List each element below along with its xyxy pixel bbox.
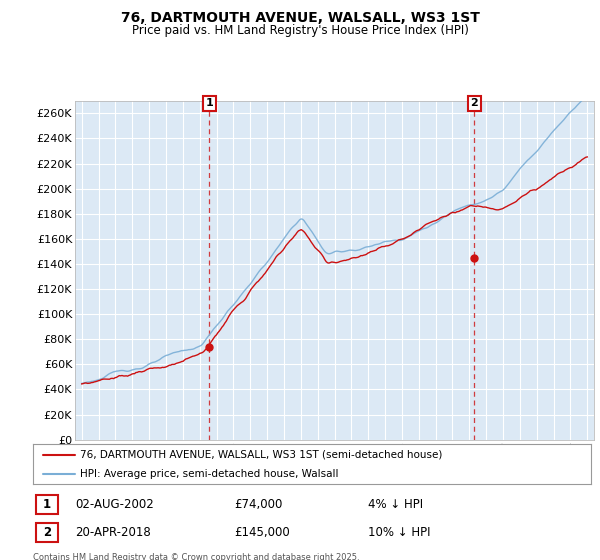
Text: 2: 2: [470, 99, 478, 108]
Text: 76, DARTMOUTH AVENUE, WALSALL, WS3 1ST: 76, DARTMOUTH AVENUE, WALSALL, WS3 1ST: [121, 11, 479, 25]
Text: 2: 2: [43, 526, 51, 539]
Text: £74,000: £74,000: [234, 498, 282, 511]
Text: HPI: Average price, semi-detached house, Walsall: HPI: Average price, semi-detached house,…: [80, 469, 339, 478]
Text: 20-APR-2018: 20-APR-2018: [75, 526, 151, 539]
Text: Price paid vs. HM Land Registry's House Price Index (HPI): Price paid vs. HM Land Registry's House …: [131, 24, 469, 36]
Text: 4% ↓ HPI: 4% ↓ HPI: [368, 498, 423, 511]
FancyBboxPatch shape: [36, 495, 58, 514]
Text: 1: 1: [206, 99, 214, 108]
FancyBboxPatch shape: [36, 524, 58, 542]
Text: 76, DARTMOUTH AVENUE, WALSALL, WS3 1ST (semi-detached house): 76, DARTMOUTH AVENUE, WALSALL, WS3 1ST (…: [80, 450, 443, 460]
Text: Contains HM Land Registry data © Crown copyright and database right 2025.
This d: Contains HM Land Registry data © Crown c…: [33, 553, 359, 560]
Text: 02-AUG-2002: 02-AUG-2002: [75, 498, 154, 511]
Text: 1: 1: [43, 498, 51, 511]
Text: 10% ↓ HPI: 10% ↓ HPI: [368, 526, 430, 539]
Text: £145,000: £145,000: [234, 526, 290, 539]
